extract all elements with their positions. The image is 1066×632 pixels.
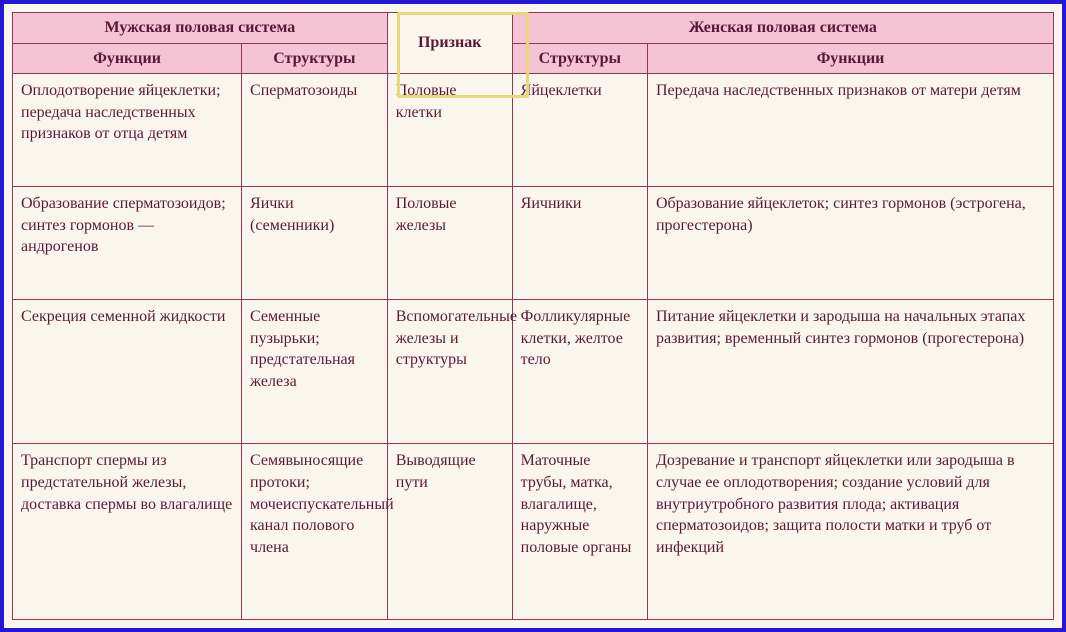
table-header: Мужская половая система Признак Женская … (13, 13, 1054, 74)
table-row: Транспорт спермы из предстательной желез… (13, 444, 1054, 620)
header-male-group: Мужская половая система (13, 13, 388, 44)
cell-male-structure: Семявыносящие протоки; мочеиспускательны… (242, 444, 388, 620)
cell-female-function: Дозревание и транспорт яйцеклетки или за… (647, 444, 1053, 620)
header-female-structures: Структуры (512, 43, 647, 74)
header-male-structures: Структуры (242, 43, 388, 74)
cell-female-structure: Маточные трубы, матка, влагалище, наружн… (512, 444, 647, 620)
table-frame: Мужская половая система Признак Женская … (0, 0, 1066, 632)
header-female-group: Женская половая система (512, 13, 1053, 44)
cell-sign: Выводящие пути (387, 444, 512, 620)
header-female-functions: Функции (647, 43, 1053, 74)
table-row: Оплодотворение яйцеклетки; передача насл… (13, 74, 1054, 187)
cell-female-function: Передача наследственных признаков от мат… (647, 74, 1053, 187)
cell-male-structure: Семенные пузырьки; предстательная железа (242, 300, 388, 444)
cell-sign: Вспомогательные железы и структуры (387, 300, 512, 444)
cell-female-function: Питание яйцеклетки и зародыша на начальн… (647, 300, 1053, 444)
cell-male-structure: Яички (семенники) (242, 187, 388, 300)
cell-female-structure: Яичники (512, 187, 647, 300)
cell-male-function: Образование сперматозоидов; синтез гормо… (13, 187, 242, 300)
header-male-functions: Функции (13, 43, 242, 74)
reproductive-system-table: Мужская половая система Признак Женская … (12, 12, 1054, 620)
cell-male-function: Оплодотворение яйцеклетки; передача насл… (13, 74, 242, 187)
cell-sign: Половые железы (387, 187, 512, 300)
cell-female-structure: Фолликулярные клетки, желтое тело (512, 300, 647, 444)
cell-sign: Половые клетки (387, 74, 512, 187)
table-row: Образование сперматозоидов; синтез гормо… (13, 187, 1054, 300)
table-body: Оплодотворение яйцеклетки; передача насл… (13, 74, 1054, 620)
cell-male-function: Секреция семенной жидкости (13, 300, 242, 444)
cell-male-function: Транспорт спермы из предстательной желез… (13, 444, 242, 620)
cell-female-function: Образование яйцеклеток; синтез гормонов … (647, 187, 1053, 300)
cell-male-structure: Сперматозоиды (242, 74, 388, 187)
cell-female-structure: Яйцеклетки (512, 74, 647, 187)
header-sign: Признак (387, 13, 512, 74)
table-row: Секреция семенной жидкости Семенные пузы… (13, 300, 1054, 444)
